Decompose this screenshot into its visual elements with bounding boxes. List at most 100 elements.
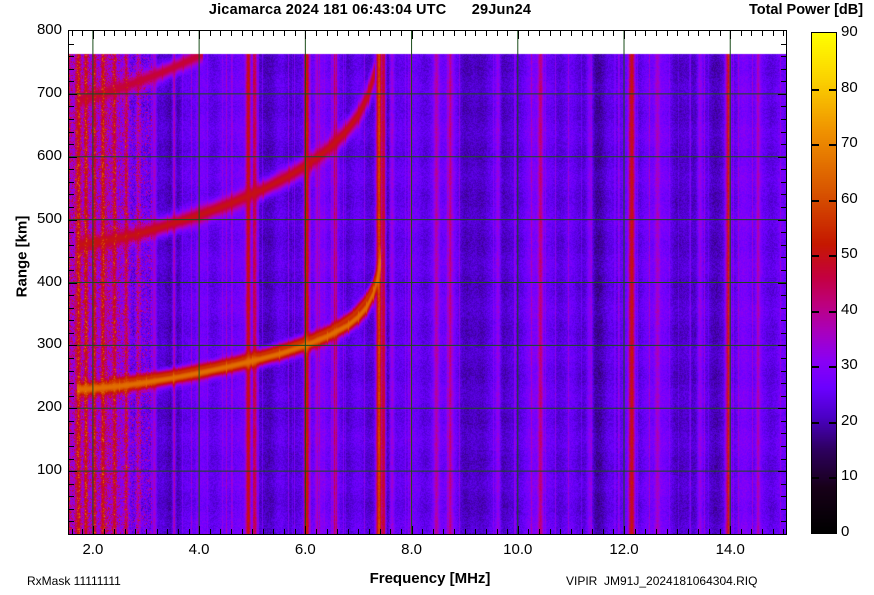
y-tick-label: 800 bbox=[36, 21, 62, 38]
x-minor-tick bbox=[719, 529, 721, 534]
y-major-tick bbox=[69, 282, 77, 284]
y-major-tick-right bbox=[778, 219, 786, 221]
x-major-tick-top bbox=[305, 31, 307, 39]
x-major-tick-top bbox=[411, 31, 413, 39]
x-minor-tick bbox=[284, 529, 286, 534]
x-minor-tick-top bbox=[337, 31, 339, 36]
x-minor-tick bbox=[539, 529, 541, 534]
y-major-tick bbox=[69, 408, 77, 410]
y-minor-tick-right bbox=[781, 483, 786, 485]
y-minor-tick-right bbox=[781, 56, 786, 58]
x-minor-tick-top bbox=[719, 31, 721, 36]
y-minor-tick-right bbox=[781, 81, 786, 83]
x-minor-tick bbox=[464, 529, 466, 534]
x-minor-tick-top bbox=[602, 31, 604, 36]
x-major-tick-top bbox=[730, 31, 732, 39]
y-major-tick-right bbox=[778, 471, 786, 473]
x-minor-tick-top bbox=[315, 31, 317, 36]
y-minor-tick-right bbox=[781, 144, 786, 146]
x-minor-tick-top bbox=[666, 31, 668, 36]
x-minor-tick bbox=[347, 529, 349, 534]
x-minor-tick bbox=[71, 529, 73, 534]
x-minor-tick-top bbox=[146, 31, 147, 36]
colorbar bbox=[811, 32, 837, 534]
x-minor-tick-top bbox=[560, 31, 562, 36]
x-major-tick bbox=[624, 526, 625, 534]
x-tick-label: 14.0 bbox=[715, 541, 745, 558]
x-major-tick bbox=[199, 526, 201, 534]
y-major-tick-right bbox=[778, 156, 786, 158]
x-tick-label: 6.0 bbox=[294, 541, 316, 558]
x-minor-tick-top bbox=[698, 31, 700, 36]
vipir-file-label: VIPIR JM91J_2024181064304.RIQ bbox=[566, 574, 758, 588]
y-major-tick-right bbox=[778, 282, 786, 284]
colorbar-tick-label: 30 bbox=[841, 356, 858, 374]
y-minor-tick bbox=[69, 169, 74, 171]
y-minor-tick bbox=[69, 207, 74, 209]
x-minor-tick bbox=[188, 529, 190, 534]
y-minor-tick-right bbox=[781, 119, 786, 121]
y-minor-tick bbox=[69, 106, 74, 108]
x-minor-tick bbox=[241, 529, 243, 534]
y-minor-tick bbox=[69, 181, 74, 183]
x-minor-tick-top bbox=[124, 31, 126, 36]
y-minor-tick bbox=[69, 332, 74, 334]
y-minor-tick bbox=[69, 232, 74, 234]
colorbar-tick bbox=[829, 311, 836, 313]
x-minor-tick bbox=[496, 529, 498, 534]
colorbar-tick-label: 20 bbox=[841, 411, 858, 429]
y-minor-tick-right bbox=[781, 383, 786, 385]
y-minor-tick-right bbox=[781, 131, 786, 133]
x-minor-tick bbox=[708, 529, 710, 534]
y-major-tick bbox=[69, 156, 77, 158]
y-major-tick-right bbox=[778, 408, 786, 410]
y-minor-tick bbox=[69, 420, 74, 422]
x-minor-tick bbox=[549, 529, 551, 534]
y-minor-tick bbox=[69, 257, 74, 259]
page-title: Jicamarca 2024 181 06:43:04 UTC 29Jun24 bbox=[208, 2, 532, 18]
colorbar-tick bbox=[812, 89, 819, 91]
colorbar-tick bbox=[812, 311, 819, 313]
x-minor-tick bbox=[82, 529, 84, 534]
y-minor-tick-right bbox=[781, 320, 786, 322]
x-minor-tick bbox=[294, 529, 296, 534]
x-minor-tick-top bbox=[634, 31, 636, 36]
y-minor-tick bbox=[69, 357, 74, 359]
y-tick-label: 500 bbox=[36, 209, 62, 227]
x-major-tick bbox=[305, 526, 307, 534]
y-major-tick bbox=[69, 345, 77, 347]
x-minor-tick-top bbox=[570, 31, 572, 36]
x-minor-tick-top bbox=[422, 31, 424, 36]
x-minor-tick-top bbox=[655, 31, 657, 36]
x-major-tick bbox=[517, 526, 519, 534]
x-minor-tick-top bbox=[507, 31, 509, 36]
y-minor-tick-right bbox=[781, 232, 786, 234]
y-minor-tick-right bbox=[781, 43, 786, 45]
colorbar-tick-label: 10 bbox=[841, 467, 858, 485]
y-minor-tick bbox=[69, 144, 74, 146]
y-minor-tick-right bbox=[781, 332, 786, 334]
x-minor-tick-top bbox=[762, 31, 764, 36]
y-minor-tick bbox=[69, 483, 74, 485]
y-minor-tick-right bbox=[781, 106, 786, 108]
colorbar-tick bbox=[829, 89, 836, 91]
colorbar-tick-label: 0 bbox=[841, 523, 850, 540]
x-major-tick bbox=[730, 526, 732, 534]
y-minor-tick-right bbox=[781, 395, 786, 397]
y-tick-label: 600 bbox=[36, 146, 62, 164]
y-major-tick-right bbox=[778, 345, 786, 347]
x-minor-tick bbox=[687, 529, 689, 534]
x-major-tick bbox=[411, 526, 413, 534]
colorbar-tick-label: 40 bbox=[841, 300, 858, 318]
x-minor-tick-top bbox=[284, 31, 286, 36]
y-minor-tick-right bbox=[781, 357, 786, 359]
x-major-tick-top bbox=[199, 31, 201, 39]
x-minor-tick bbox=[390, 529, 392, 534]
x-tick-label: 12.0 bbox=[609, 541, 639, 558]
colorbar-tick bbox=[812, 144, 819, 146]
x-minor-tick bbox=[751, 529, 753, 534]
y-minor-tick-right bbox=[781, 269, 786, 271]
y-minor-tick bbox=[69, 458, 74, 460]
colorbar-tick bbox=[829, 255, 836, 257]
y-minor-tick bbox=[69, 81, 74, 83]
